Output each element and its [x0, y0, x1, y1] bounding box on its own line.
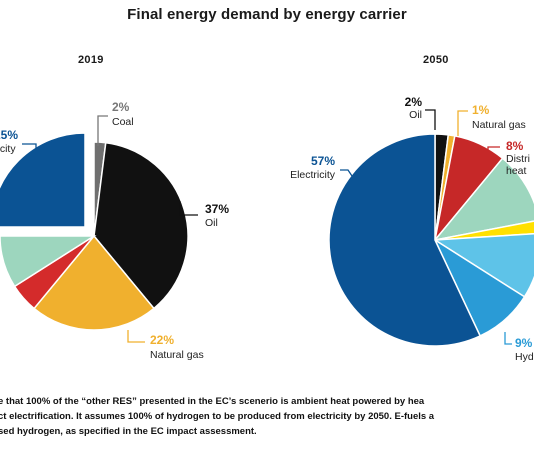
pie-2050-label-2-1: heat — [506, 165, 527, 177]
footnote-line-1: e that 100% of the “other RES” presented… — [0, 396, 425, 407]
pie-2050-pct-1: 1% — [472, 103, 490, 117]
pie-2019-leader-2 — [127, 330, 145, 343]
footnote-line-3: sed hydrogen, as specified in the EC imp… — [0, 426, 257, 437]
pie-2019-slice-1 — [93, 141, 189, 310]
pie-2050-slice-7 — [328, 133, 482, 347]
pie-2050-label-2-0: Distri — [506, 153, 530, 165]
pie-2019-pct-0: 2% — [112, 100, 130, 114]
pie-2019-label-2: Natural gas — [150, 349, 204, 361]
pie-2050-pct-7: 57% — [311, 154, 335, 168]
pie-2050-label-7: Electricity — [290, 169, 336, 181]
pie-2019-pct-5: 25% — [0, 128, 18, 142]
pie-2050-leader-6 — [504, 332, 512, 345]
pie-2019: 2% Coal 37%Oil 22% Natural gas 25%ricity — [0, 100, 229, 361]
pie-2050-label-6: Hyd — [515, 351, 534, 363]
pie-2050-leader-2 — [487, 146, 500, 152]
footnote-line-2: ct electrification. It assumes 100% of h… — [0, 411, 435, 422]
pie-2019-slice-5 — [0, 132, 86, 228]
pie-2019-slice-2 — [33, 234, 155, 331]
pie-2050-label-1: Natural gas — [472, 119, 526, 131]
pie-2050-leader-7 — [340, 169, 353, 177]
pie-2019-slice-4 — [0, 235, 97, 288]
chart-title: Final energy demand by energy carrier — [127, 6, 407, 23]
pie-2050-slice-3 — [433, 157, 534, 242]
pie-2019-leader-1 — [179, 201, 198, 216]
pie-2050-pct-2: 8% — [506, 139, 524, 153]
pie-2019-title: 2019 — [78, 54, 104, 66]
pie-2050-pct-0: 2% — [405, 95, 423, 109]
pie-2050-title: 2050 — [423, 54, 449, 66]
pie-2050-leader-1 — [457, 110, 468, 136]
pie-2019-leader-5 — [22, 143, 37, 150]
pie-2019-pct-2: 22% — [150, 333, 174, 347]
pie-2019-label-1: Oil — [205, 217, 218, 229]
pie-2019-label-5: ricity — [0, 143, 16, 155]
pie-2019-leader-0 — [97, 115, 108, 146]
pie-2050-pct-6: 9% — [515, 336, 533, 350]
pie-2050-leader-0 — [425, 109, 436, 130]
pie-2019-label-0: Coal — [112, 116, 134, 128]
pie-2050-label-0: Oil — [409, 109, 422, 121]
pie-2019-pct-1: 37% — [205, 202, 229, 216]
